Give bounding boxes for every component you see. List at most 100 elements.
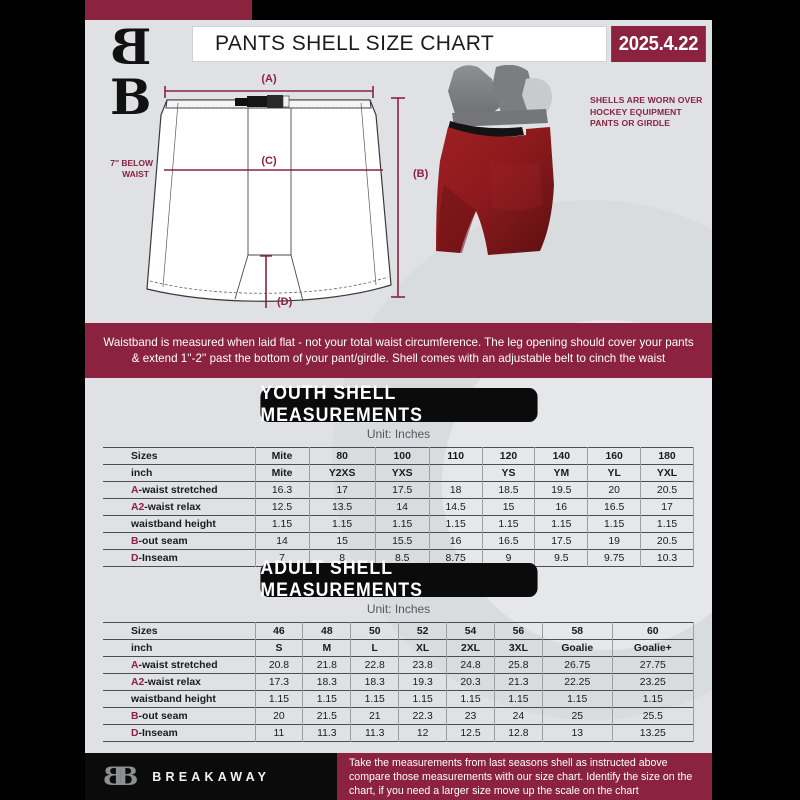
table-cell: 12.5 bbox=[446, 724, 495, 742]
table-cell: 17.5 bbox=[534, 532, 589, 550]
table-cell: 25 bbox=[541, 707, 613, 725]
top-accent-strip bbox=[85, 0, 252, 20]
table-cell: 19.3 bbox=[398, 673, 448, 691]
table-cell: 17 bbox=[640, 498, 694, 516]
table-cell: 140 bbox=[534, 447, 589, 465]
dimension-label-d: (D) bbox=[277, 296, 293, 308]
table-row: A-waist stretched 16.3 17 17.5 18 18.5 19.5 20 2… bbox=[103, 481, 694, 499]
row-label: B-out seam bbox=[103, 532, 256, 550]
table-cell: 1.15 bbox=[481, 515, 536, 533]
footer-logo-icon: BB bbox=[103, 761, 139, 791]
table-cell: 13.25 bbox=[611, 724, 695, 742]
youth-section: YOUTH SHELL MEASUREMENTS Unit: Inches Si… bbox=[85, 383, 712, 567]
row-label: waistband height bbox=[103, 690, 256, 708]
row-marker: A2 bbox=[131, 676, 145, 688]
table-cell: YXS bbox=[374, 464, 430, 482]
table-cell: 17.3 bbox=[254, 673, 304, 691]
row-marker: D bbox=[131, 552, 139, 564]
table-cell: 8 bbox=[308, 549, 376, 567]
table-cell: 20.5 bbox=[640, 532, 694, 550]
table-cell: 12.8 bbox=[493, 724, 543, 742]
table-cell: Mite bbox=[254, 447, 310, 465]
brand-logo-icon: BB bbox=[110, 20, 152, 126]
row-label: A2-waist relax bbox=[103, 673, 256, 691]
table-cell: 17 bbox=[308, 481, 376, 499]
table-cell: 22.8 bbox=[350, 656, 400, 674]
table-row: D-Inseam 11 11.3 11.3 12 12.5 12.8 13 13.25 bbox=[103, 724, 695, 742]
footer-instructions-text: Take the measurements from last seasons … bbox=[349, 756, 693, 797]
dimension-label-c: (C) bbox=[261, 155, 277, 167]
table-cell: L bbox=[350, 639, 400, 657]
table-cell: 1.15 bbox=[534, 515, 589, 533]
measurement-instructions-banner: Waistband is measured when laid flat - n… bbox=[85, 323, 712, 378]
table-cell: 1.15 bbox=[493, 690, 543, 708]
table-row: B-out seam 14 15 15.5 16 16.5 17.5 19 20.5 bbox=[103, 532, 694, 550]
date-badge: 2025.4.22 bbox=[611, 26, 706, 62]
table-cell: Mite bbox=[254, 464, 310, 482]
table-cell: 1.15 bbox=[541, 690, 613, 708]
table-cell: 15 bbox=[481, 498, 536, 516]
row-marker: A2 bbox=[131, 501, 145, 513]
footer-brand: BB BREAKAWAY bbox=[85, 753, 337, 800]
table-cell: 2XL bbox=[446, 639, 495, 657]
table-cell: 18.3 bbox=[302, 673, 352, 691]
table-cell: 24.8 bbox=[446, 656, 495, 674]
table-cell: 48 bbox=[302, 622, 352, 640]
table-cell: 54 bbox=[446, 622, 495, 640]
row-label: Sizes bbox=[103, 447, 256, 465]
table-cell: 1.15 bbox=[374, 515, 430, 533]
table-cell: 80 bbox=[308, 447, 376, 465]
footer-instructions: Take the measurements from last seasons … bbox=[337, 753, 712, 800]
table-cell: 1.15 bbox=[254, 515, 310, 533]
date-text: 2025.4.22 bbox=[618, 32, 699, 55]
table-cell: 21.5 bbox=[302, 707, 352, 725]
waist-note-line-1: 7'' BELOW bbox=[110, 158, 154, 168]
table-cell: XL bbox=[398, 639, 448, 657]
dimension-label-a: (A) bbox=[261, 73, 277, 85]
table-cell: 50 bbox=[350, 622, 400, 640]
table-cell: 13 bbox=[541, 724, 613, 742]
size-chart-page: BB PANTS SHELL SIZE CHART 2025.4.22 bbox=[85, 20, 712, 800]
table-cell: Goalie+ bbox=[611, 639, 695, 657]
table-cell: 1.15 bbox=[611, 690, 695, 708]
table-cell: 18.5 bbox=[481, 481, 536, 499]
table-cell: 15.5 bbox=[374, 532, 430, 550]
table-cell: M bbox=[302, 639, 352, 657]
table-cell: 56 bbox=[493, 622, 543, 640]
table-cell: 15 bbox=[308, 532, 376, 550]
table-cell: 1.15 bbox=[640, 515, 694, 533]
page-footer: BB BREAKAWAY Take the measurements from … bbox=[85, 753, 712, 800]
table-row: waistband height 1.15 1.15 1.15 1.15 1.15 1.15… bbox=[103, 690, 695, 708]
measurement-diagram: (A) (B) (C) (D) 7'' BELOW WAIST bbox=[85, 65, 712, 320]
table-cell: 1.15 bbox=[446, 690, 495, 708]
table-cell: 60 bbox=[611, 622, 695, 640]
footer-brand-name: BREAKAWAY bbox=[152, 769, 271, 784]
row-label: D-Inseam bbox=[103, 724, 256, 742]
table-cell: 24 bbox=[493, 707, 543, 725]
table-cell: 25.8 bbox=[493, 656, 543, 674]
adult-measurements-table: Sizes 46 48 50 52 54 56 58 60 inch S M L XL 2XL 3XL Goal… bbox=[103, 622, 695, 742]
table-row: B-out seam 20 21.5 21 22.3 23 24 25 25.5 bbox=[103, 707, 695, 725]
adult-title-text: ADULT SHELL MEASUREMENTS bbox=[259, 558, 423, 601]
row-marker: A bbox=[131, 484, 139, 496]
row-label: B-out seam bbox=[103, 707, 256, 725]
table-cell: YM bbox=[534, 464, 589, 482]
page-title: PANTS SHELL SIZE CHART bbox=[192, 26, 607, 62]
youth-measurements-table: Sizes Mite 80 100 110 120 140 160 180 inch Mite Y2X… bbox=[103, 447, 694, 567]
table-cell: 160 bbox=[587, 447, 642, 465]
table-row: waistband height 1.15 1.15 1.15 1.15 1.15 1.15… bbox=[103, 515, 694, 533]
youth-section-title: YOUTH SHELL MEASUREMENTS bbox=[259, 383, 538, 426]
table-cell: 18.3 bbox=[350, 673, 400, 691]
table-cell: 10.3 bbox=[640, 549, 694, 567]
youth-title-text: YOUTH SHELL MEASUREMENTS bbox=[259, 383, 423, 426]
table-cell: 21 bbox=[350, 707, 400, 725]
table-cell: 12 bbox=[398, 724, 448, 742]
table-cell: 19.5 bbox=[534, 481, 589, 499]
table-cell: 11.3 bbox=[350, 724, 400, 742]
table-cell: 100 bbox=[374, 447, 430, 465]
row-marker: B bbox=[131, 710, 139, 722]
table-cell: 20.3 bbox=[446, 673, 495, 691]
table-cell: YXL bbox=[640, 464, 694, 482]
youth-unit-label: Unit: Inches bbox=[366, 427, 431, 441]
table-row: Sizes 46 48 50 52 54 56 58 60 bbox=[103, 622, 695, 640]
